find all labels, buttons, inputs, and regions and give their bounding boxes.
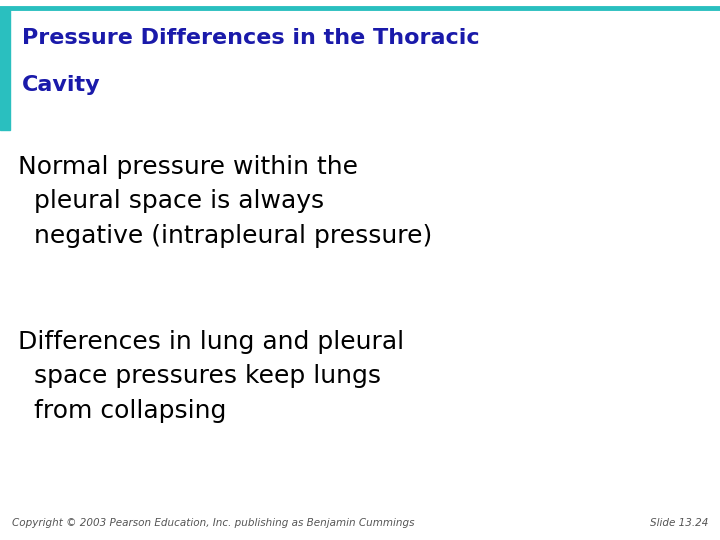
- Text: Differences in lung and pleural
  space pressures keep lungs
  from collapsing: Differences in lung and pleural space pr…: [18, 330, 404, 423]
- Text: Normal pressure within the
  pleural space is always
  negative (intrapleural pr: Normal pressure within the pleural space…: [18, 155, 432, 248]
- Text: Pressure Differences in the Thoracic: Pressure Differences in the Thoracic: [22, 28, 480, 48]
- Text: Slide 13.24: Slide 13.24: [649, 518, 708, 528]
- Text: Cavity: Cavity: [22, 75, 101, 95]
- Bar: [0, 8, 10, 130]
- Text: Copyright © 2003 Pearson Education, Inc. publishing as Benjamin Cummings: Copyright © 2003 Pearson Education, Inc.…: [12, 518, 415, 528]
